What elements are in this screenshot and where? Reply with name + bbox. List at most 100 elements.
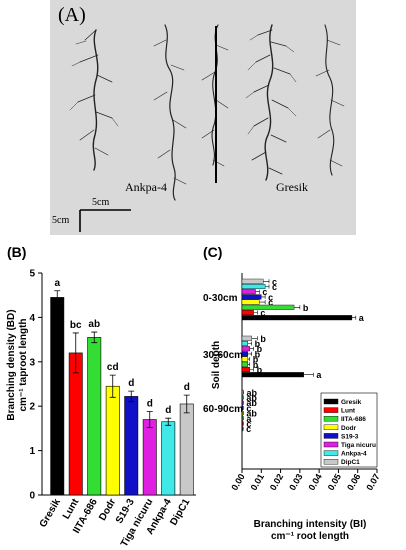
root-trace	[324, 24, 335, 176]
b-ytick-label: 1	[29, 446, 35, 457]
c-error-bar	[242, 395, 244, 400]
panel-c-label: (C)	[203, 244, 222, 260]
c-error-bar	[251, 336, 258, 341]
b-error-bar	[91, 331, 98, 344]
c-xtick-label: 0.04	[306, 472, 323, 492]
c-bar-lunt	[241, 366, 250, 372]
root-trace	[315, 39, 345, 167]
b-error-bar	[165, 417, 172, 426]
b-bar-lunt	[68, 352, 83, 496]
caption-gresik: Gresik	[276, 180, 308, 194]
c-sig-letter: c	[260, 308, 265, 318]
root-trace	[245, 34, 297, 135]
b-sig-letter: d	[128, 378, 134, 389]
c-legend-label: Gresik	[341, 399, 362, 406]
panel-a-label: (A)	[58, 4, 86, 26]
c-error-bar	[249, 346, 254, 351]
c-sig-letter: c	[246, 424, 251, 434]
b-ytick-label: 2	[29, 402, 35, 413]
c-bar-iita-686	[241, 304, 295, 310]
c-sig-letter: b	[257, 344, 263, 354]
c-legend-swatch	[323, 450, 339, 456]
b-error-bar	[72, 332, 79, 374]
c-error-bar	[265, 284, 270, 289]
c-error-bar	[249, 367, 254, 372]
c-legend-swatch	[323, 433, 339, 439]
c-error-bar	[242, 426, 244, 431]
c-error-bar	[303, 372, 314, 377]
c-sig-letter: c	[272, 277, 277, 287]
c-sig-letter: c	[268, 292, 273, 302]
root-photo-panel: (A) Ankpa-4 Gresik 5cm 5cm	[50, 0, 356, 235]
b-ytick-label: 0	[29, 491, 35, 502]
c-xtick-label: 0.06	[345, 472, 362, 492]
b-sig-letter: d	[165, 405, 171, 416]
c-legend-label: DipC1	[341, 459, 360, 466]
c-sig-letter: ab	[246, 393, 257, 403]
c-xtick-label: 0.07	[364, 472, 381, 492]
c-sig-letter: b	[255, 339, 261, 349]
b-ytick-label: 5	[29, 269, 35, 280]
c-sig-letter: c	[262, 287, 267, 297]
c-sig-letter: ab	[246, 398, 257, 408]
c-bar-dodr	[241, 356, 248, 362]
root-drawings	[69, 24, 345, 232]
c-bar-dodr	[241, 410, 243, 416]
b-error-bar	[54, 290, 61, 305]
c-bar-s19-3	[241, 294, 262, 300]
branching-density-chart: (B) Branching density (BD) cm⁻¹ taproot …	[6, 244, 196, 549]
b-sig-letter: bc	[70, 320, 82, 331]
c-legend-swatch	[323, 398, 339, 405]
b-error-bar	[128, 390, 135, 403]
b-bar-tiga-nicuru	[142, 419, 157, 496]
c-bar-gresik	[241, 426, 243, 432]
c-bar-dodr	[241, 299, 260, 305]
c-legend-label: IITA-686	[341, 416, 366, 423]
c-legend-swatch	[323, 441, 339, 448]
c-xtick-label: 0.01	[249, 472, 266, 492]
root-trace	[251, 29, 291, 175]
c-bar-dipc1	[241, 278, 264, 284]
c-xtick-label: 0.02	[268, 472, 285, 492]
c-bar-ankpa-4	[241, 284, 266, 290]
scale-label-top: 5cm	[92, 197, 110, 208]
b-category-label: Gresik	[38, 497, 63, 530]
c-error-bar	[242, 400, 244, 405]
c-legend-swatch	[323, 407, 339, 413]
c-legend-swatch	[323, 424, 339, 431]
c-error-bar	[253, 310, 258, 315]
c-sig-letter: ab	[246, 409, 257, 419]
c-sig-letter: c	[246, 419, 251, 429]
c-error-bar	[247, 341, 252, 346]
c-bar-tiga-nicuru	[241, 400, 243, 406]
c-bar-s19-3	[241, 405, 243, 411]
c-sig-letter: b	[303, 303, 309, 313]
c-error-bar	[261, 294, 266, 299]
c-bar-gresik	[241, 372, 304, 378]
b-ytick-label: 3	[29, 357, 35, 368]
b-error-bar	[146, 411, 153, 428]
c-xtick-label: 0.03	[287, 472, 304, 492]
c-bar-gresik	[241, 315, 353, 321]
c-group-label: 0-30cm	[203, 293, 238, 304]
root-trace	[92, 29, 99, 171]
c-legend-label: Ankpa-4	[341, 451, 367, 458]
b-category-label: DipC1	[168, 497, 192, 528]
c-group-label: 30-60cm	[203, 350, 243, 361]
root-trace	[153, 39, 187, 185]
c-error-bar	[255, 289, 260, 294]
b-error-bar	[109, 374, 116, 398]
c-sig-letter: ab	[247, 388, 258, 398]
c-bar-dipc1	[241, 389, 244, 395]
b-bar-gresik	[50, 297, 65, 496]
c-sig-letter: b	[253, 360, 259, 370]
root-trace	[201, 44, 229, 167]
root-trace	[77, 29, 113, 156]
c-bar-ankpa-4	[241, 394, 243, 400]
branching-intensity-chart: (C) Soil depth Branching intensity (BI) …	[203, 244, 382, 542]
c-error-bar	[247, 357, 251, 362]
c-bar-ankpa-4	[241, 340, 248, 346]
b-ylabel-2: cm⁻¹ taproot length	[18, 318, 29, 411]
c-bar-dipc1	[241, 335, 252, 341]
c-xtick-label: 0.00	[229, 472, 246, 492]
